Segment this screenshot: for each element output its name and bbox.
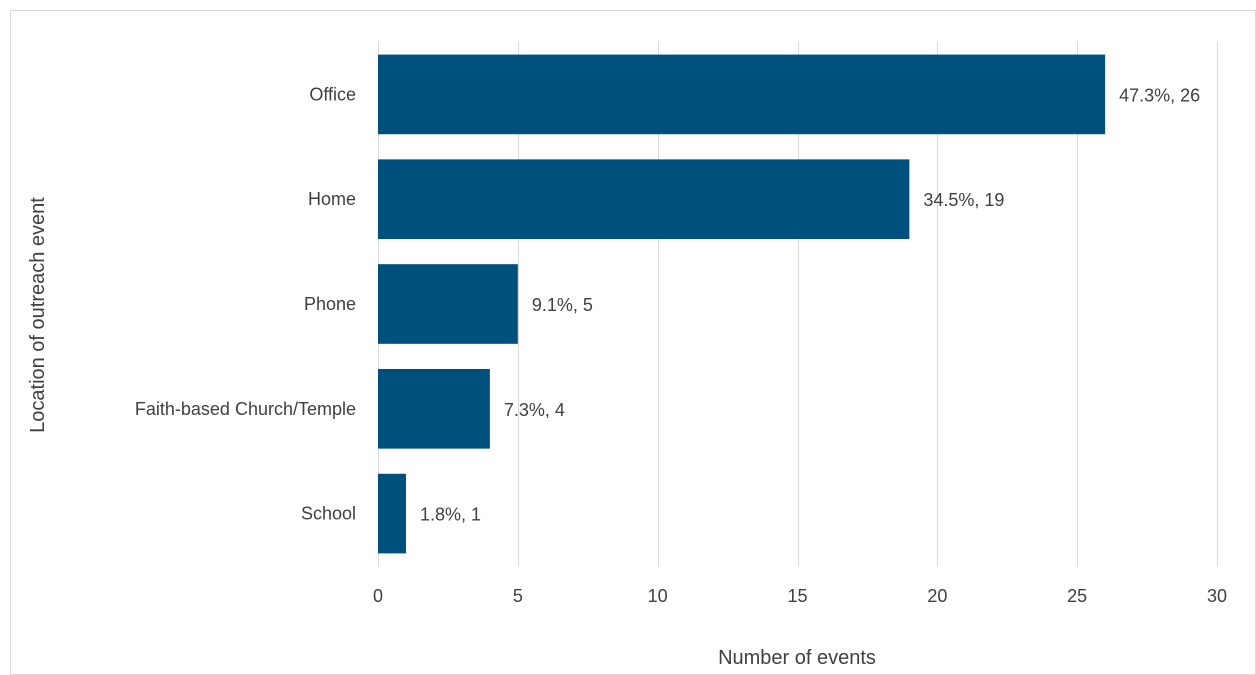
x-tick-label: 5: [513, 586, 523, 606]
bars: [378, 54, 1106, 554]
bar: [378, 473, 406, 554]
category-axis-labels: Office Home Phone Faith-based Church/Temple…: [135, 84, 356, 523]
category-label: Phone: [304, 294, 356, 314]
category-label: School: [301, 504, 356, 524]
category-label: Faith-based Church/Temple: [135, 399, 356, 419]
x-tick-label: 0: [373, 586, 383, 606]
data-label: 34.5%, 19: [923, 190, 1004, 210]
category-label: Office: [309, 84, 356, 104]
bar: [378, 368, 490, 449]
y-axis-title: Location of outreach event: [27, 197, 49, 433]
category-label: Home: [308, 189, 356, 209]
x-tick-label: 15: [787, 586, 807, 606]
data-label: 47.3%, 26: [1119, 85, 1200, 105]
x-tick-label: 25: [1067, 586, 1087, 606]
x-tick-label: 10: [648, 586, 668, 606]
x-axis-title: Number of events: [718, 647, 876, 669]
value-axis-tick-labels: 0 5 10 15 20 25 30: [373, 586, 1227, 606]
x-tick-label: 30: [1207, 586, 1227, 606]
data-label: 1.8%, 1: [420, 505, 481, 525]
data-label: 9.1%, 5: [532, 295, 593, 315]
data-labels: 47.3%, 26 34.5%, 19 9.1%, 5 7.3%, 4 1.8%, 1: [420, 85, 1200, 524]
bar: [378, 54, 1106, 135]
data-label: 7.3%, 4: [504, 400, 565, 420]
bar: [378, 264, 518, 344]
bar: [378, 159, 910, 240]
x-tick-label: 20: [927, 586, 947, 606]
